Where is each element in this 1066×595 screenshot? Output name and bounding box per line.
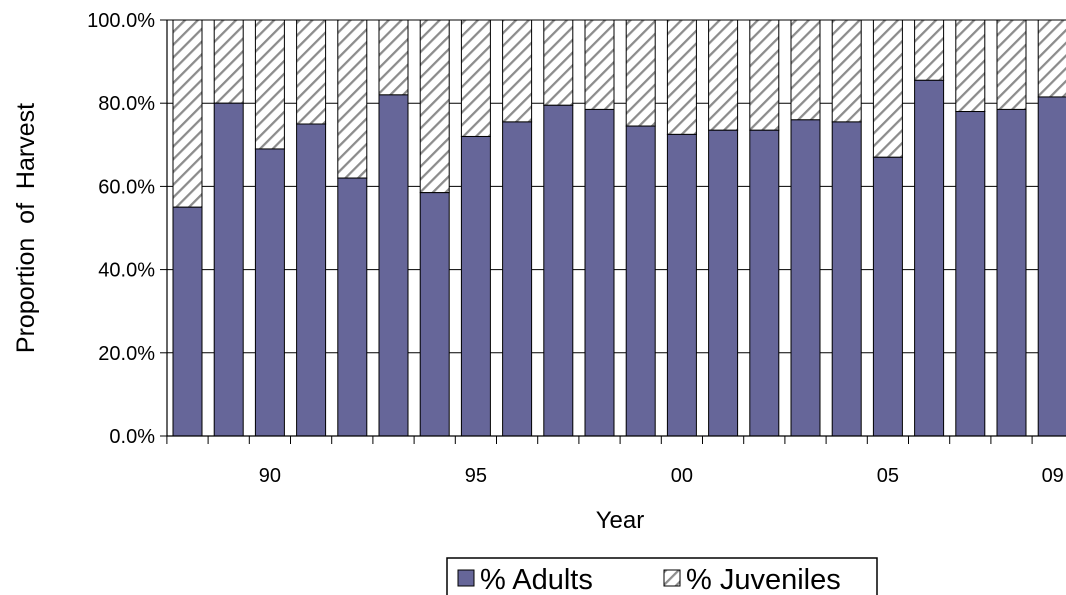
bar-juveniles bbox=[378, 19, 409, 96]
legend-label-juveniles: % Juveniles bbox=[686, 564, 841, 595]
bar-adults bbox=[708, 129, 739, 437]
bar-juveniles bbox=[296, 19, 327, 125]
bar-juveniles bbox=[872, 19, 903, 158]
bar-adults bbox=[213, 102, 244, 437]
x-tick-labels: 90 95 00 05 09 bbox=[259, 465, 1064, 487]
bar-juveniles bbox=[502, 19, 533, 123]
bar-juveniles bbox=[172, 19, 203, 208]
bar-adults bbox=[831, 121, 862, 437]
x-tick-label: 95 bbox=[465, 465, 487, 487]
bar-juveniles bbox=[419, 19, 450, 194]
bar-adults bbox=[543, 104, 574, 437]
bar-adults bbox=[460, 135, 491, 437]
y-tick-label: 0.0% bbox=[109, 426, 155, 448]
bar-adults bbox=[1037, 96, 1066, 437]
bar-juveniles bbox=[337, 19, 368, 179]
bars bbox=[172, 19, 1066, 437]
bar-adults bbox=[749, 129, 780, 437]
bar-juveniles bbox=[666, 19, 697, 135]
bar-juveniles bbox=[914, 19, 945, 81]
y-axis-title: Proportion of Harvest bbox=[12, 103, 40, 353]
bar-juveniles bbox=[996, 19, 1027, 110]
bar-adults bbox=[502, 121, 533, 437]
bar-adults bbox=[584, 108, 615, 437]
bar-adults bbox=[419, 192, 450, 437]
x-tick-label: 05 bbox=[877, 465, 899, 487]
bar-adults bbox=[254, 148, 285, 437]
bar-adults bbox=[378, 94, 409, 437]
legend-box bbox=[446, 557, 878, 595]
bar-juveniles bbox=[831, 19, 862, 123]
bar-juveniles bbox=[1037, 19, 1066, 98]
bar-adults bbox=[666, 133, 697, 437]
y-tick-label: 40.0% bbox=[98, 260, 155, 282]
y-tick-label: 100.0% bbox=[87, 10, 155, 32]
bar-adults bbox=[872, 156, 903, 437]
bar-adults bbox=[914, 79, 945, 437]
bar-juveniles bbox=[584, 19, 615, 110]
x-axis-title: Year bbox=[596, 507, 645, 534]
bar-juveniles bbox=[254, 19, 285, 150]
bar-adults bbox=[172, 206, 203, 437]
axes bbox=[160, 19, 1066, 444]
x-tick-label: 90 bbox=[259, 465, 281, 487]
bar-juveniles bbox=[955, 19, 986, 113]
bar-juveniles bbox=[213, 19, 244, 104]
bar-juveniles bbox=[749, 19, 780, 131]
bar-adults bbox=[996, 108, 1027, 437]
x-tick-label: 09 bbox=[1042, 465, 1064, 487]
bar-adults bbox=[790, 119, 821, 437]
y-tick-label: 60.0% bbox=[98, 176, 155, 198]
y-tick-labels: 0.0% 20.0% 40.0% 60.0% 80.0% 100.0% bbox=[87, 10, 155, 448]
bar-juveniles bbox=[460, 19, 491, 137]
legend-swatch-adults bbox=[457, 569, 475, 587]
legend-swatch-juveniles bbox=[663, 569, 681, 587]
bar-adults bbox=[296, 123, 327, 437]
bar-juveniles bbox=[625, 19, 656, 127]
y-tick-label: 20.0% bbox=[98, 343, 155, 365]
x-tick-label: 00 bbox=[671, 465, 693, 487]
legend-label-adults: % Adults bbox=[480, 564, 593, 595]
y-tick-label: 80.0% bbox=[98, 93, 155, 115]
bar-adults bbox=[337, 177, 368, 437]
bar-juveniles bbox=[708, 19, 739, 131]
bar-adults bbox=[625, 125, 656, 437]
legend: % Adults % Juveniles bbox=[446, 557, 878, 595]
bar-juveniles bbox=[543, 19, 574, 106]
bar-juveniles bbox=[790, 19, 821, 121]
bar-adults bbox=[955, 111, 986, 437]
